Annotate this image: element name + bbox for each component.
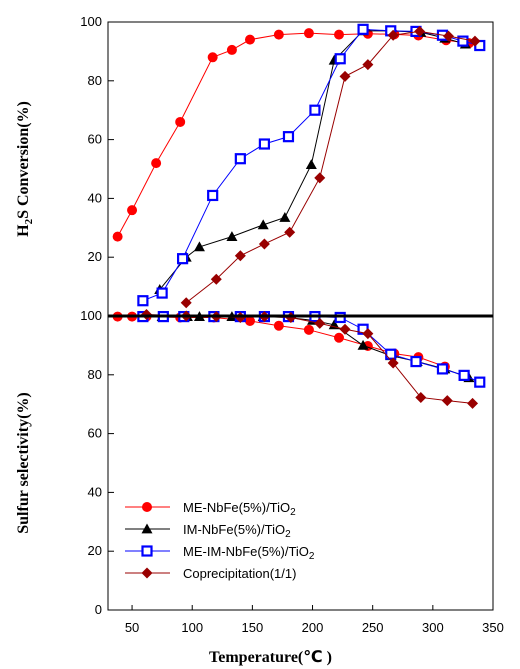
top-plot-frame: [107, 21, 494, 317]
top-series-2-point: [207, 189, 219, 202]
bottom-series-3-point: [339, 323, 351, 335]
top-series-2-point: [309, 104, 321, 116]
top-series-3-point: [180, 297, 192, 309]
bottom-series-1-point: [357, 339, 369, 350]
bottom-y-tick-label: 40: [88, 484, 102, 499]
top-series-2-point: [282, 131, 295, 143]
bottom-series-0-point: [273, 320, 284, 331]
legend-marker-1: [141, 523, 153, 534]
top-series-3-point: [314, 172, 326, 184]
bottom-series-2-point: [385, 348, 397, 360]
top-series-3-point: [258, 238, 270, 250]
top-series-2-point: [137, 295, 149, 307]
top-y-tick-label: 40: [88, 190, 102, 205]
top-series-2-point: [457, 35, 469, 47]
bottom-series-2-point: [474, 376, 486, 388]
top-y-axis-title: H2S Conversion(%): [15, 101, 35, 237]
top-series-2-point: [234, 153, 246, 165]
top-y-tick-label: 80: [88, 73, 102, 88]
top-series-2-point: [176, 253, 189, 265]
legend-marker-3: [141, 567, 153, 579]
top-series-2-point: [156, 287, 168, 299]
x-tick-label: 300: [422, 620, 444, 635]
top-series-0-point: [244, 34, 255, 45]
top-series-0-point: [334, 29, 344, 40]
top-series-2-point: [334, 53, 346, 65]
bottom-series-1-line: [162, 316, 470, 379]
top-y-tick-label: 100: [80, 14, 102, 29]
bottom-y-tick-label: 20: [88, 543, 102, 558]
top-series-0-point: [303, 28, 314, 39]
top-series-1-point: [279, 212, 291, 222]
top-series-3-point: [362, 59, 374, 71]
top-series-0-point: [226, 44, 237, 55]
top-series-1-point: [257, 219, 269, 230]
bottom-series-3-point: [387, 357, 399, 369]
x-tick-label: 200: [302, 620, 324, 635]
x-tick-label: 250: [362, 620, 384, 635]
legend-label-3: Coprecipitation(1/1): [183, 566, 296, 581]
bottom-series-2-point: [410, 355, 422, 368]
top-series-1-point: [305, 159, 317, 169]
top-series-0-point: [207, 52, 218, 63]
legend-marker-2: [141, 545, 153, 557]
bottom-series-1-point: [328, 319, 340, 330]
x-tick-label: 50: [125, 620, 139, 635]
bottom-series-3-point: [314, 317, 326, 329]
top-series-3-line: [185, 30, 476, 304]
bottom-y-tick-label: 60: [88, 426, 102, 441]
bottom-series-0-point: [334, 332, 344, 343]
top-series-3-point: [284, 226, 296, 238]
bottom-series-2-point: [436, 363, 449, 375]
bottom-series-3-point: [441, 395, 453, 407]
top-series-2-point: [258, 138, 271, 150]
x-tick-label: 150: [242, 620, 264, 635]
legend-label-0: ME-NbFe(5%)/TiO2: [183, 500, 296, 518]
bottom-y-axis-title: Sulfur selectivity(%): [15, 392, 32, 533]
bottom-y-tick-label: 80: [88, 367, 102, 382]
top-series-3-point: [234, 250, 246, 262]
x-tick-label: 350: [482, 620, 504, 635]
top-y-tick-label: 60: [88, 132, 102, 147]
bottom-series-3-point: [467, 397, 479, 409]
top-series-3-point: [414, 25, 426, 37]
top-series-1-point: [226, 231, 238, 242]
bottom-y-tick-label: 100: [80, 308, 102, 323]
top-series-3-point: [442, 30, 454, 42]
top-series-0-point: [127, 205, 138, 216]
top-series-1-line: [159, 30, 466, 290]
bottom-series-0-point: [244, 315, 255, 326]
bottom-series-3-point: [362, 328, 374, 340]
top-series-3-point: [387, 29, 399, 41]
top-series-1-point: [193, 241, 205, 252]
top-series-2-point: [357, 23, 369, 35]
top-series-0-point: [175, 116, 186, 127]
top-series-3-point: [469, 35, 481, 47]
legend-marker-0: [142, 502, 152, 512]
x-axis-title: Temperature(℃ ): [209, 647, 332, 666]
top-y-tick-label: 20: [88, 249, 102, 264]
bottom-series-3-point: [415, 391, 427, 403]
bottom-plot-frame: [107, 315, 494, 611]
top-series-0-point: [112, 231, 123, 242]
bottom-series-2-point: [458, 369, 470, 381]
top-series-3-point: [210, 273, 222, 285]
top-series-0-point: [151, 158, 162, 169]
bottom-series-0-point: [303, 324, 314, 335]
bottom-y-tick-label: 0: [95, 602, 102, 617]
x-tick-label: 100: [181, 620, 203, 635]
legend-label-2: ME-IM-NbFe(5%)/TiO2: [183, 544, 315, 562]
top-series-0-point: [273, 29, 284, 40]
top-series-3-point: [339, 70, 351, 82]
legend-label-1: IM-NbFe(5%)/TiO2: [183, 522, 291, 540]
